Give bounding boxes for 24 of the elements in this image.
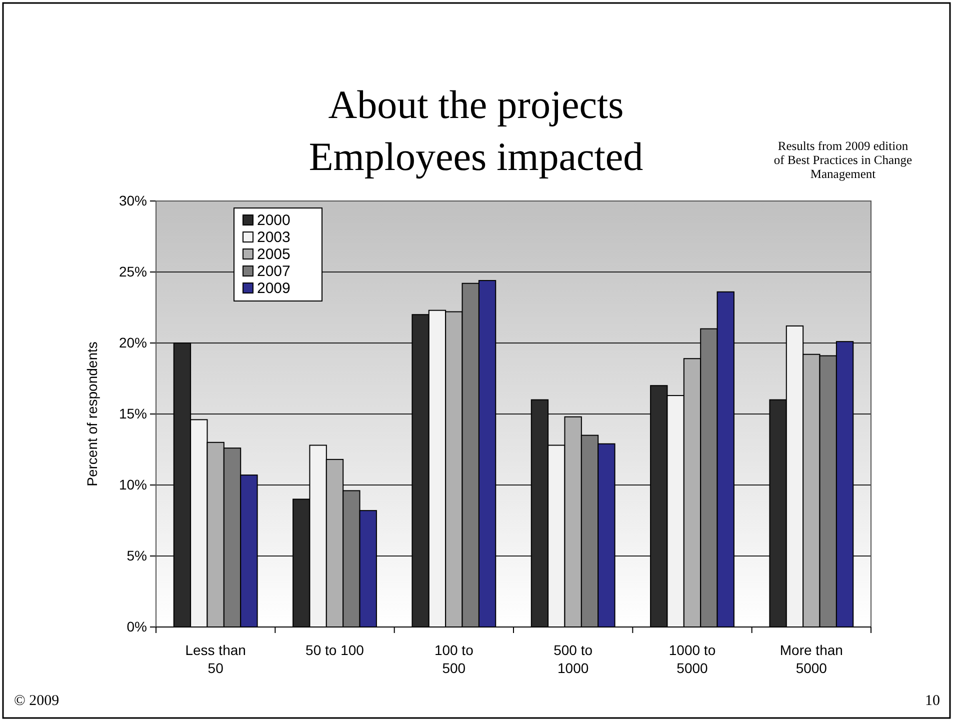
- y-tick-label: 0%: [126, 618, 147, 634]
- legend-label: 2000: [257, 212, 290, 229]
- x-tick-label: 1000 to 5000: [668, 642, 716, 676]
- y-tick-label: 30%: [118, 192, 147, 208]
- legend-label: 2007: [257, 263, 290, 280]
- chart-title: About the projects: [328, 82, 624, 127]
- x-tick-label: 500 to 1000: [554, 642, 593, 676]
- text: 10: [925, 693, 940, 709]
- legend-label: 2009: [257, 280, 290, 297]
- text: © 2009: [14, 693, 60, 709]
- x-tick-label: 50 to 100: [306, 642, 364, 658]
- x-tick-label: 100 to 500: [434, 642, 474, 676]
- chart-subtitle: Employees impacted: [308, 134, 644, 179]
- legend-label: 2003: [257, 229, 290, 246]
- x-tick-label: More than 5000: [780, 642, 843, 676]
- x-tick-label: Less than 50: [185, 642, 246, 676]
- text: Results from 2009 edition of Best Practices in Change Management: [774, 139, 913, 181]
- legend-label: 2005: [257, 246, 290, 263]
- y-tick-label: 15%: [118, 405, 147, 422]
- y-axis-title: Percent of respondents: [84, 342, 100, 486]
- y-tick-label: 10%: [118, 476, 147, 492]
- y-tick-label: 5%: [126, 547, 147, 564]
- y-tick-label: 25%: [118, 263, 147, 280]
- y-tick-label: 20%: [118, 334, 147, 350]
